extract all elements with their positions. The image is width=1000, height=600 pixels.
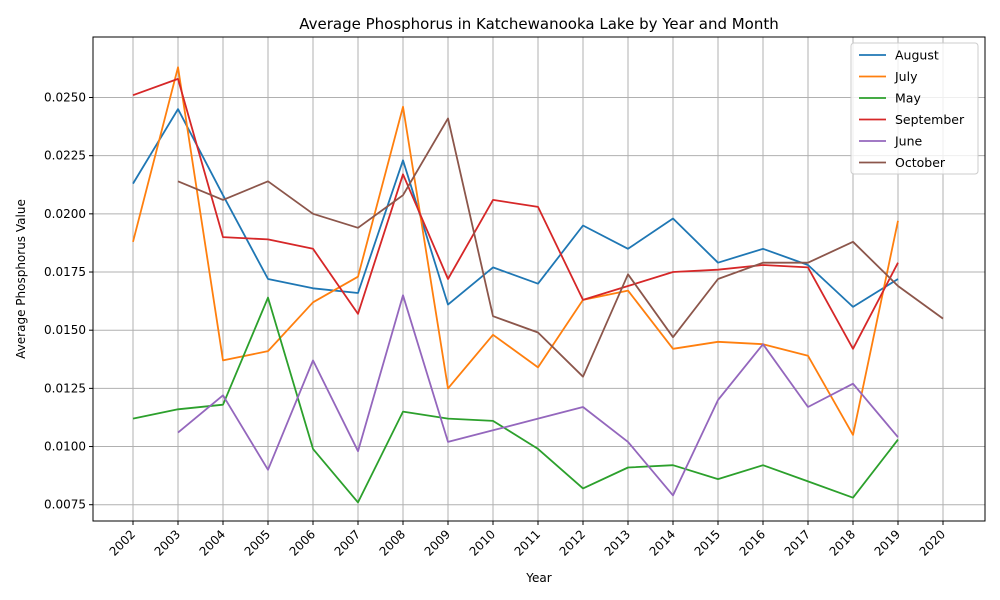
y-tick-label: 0.0200 [44, 207, 86, 221]
legend-entry: July [894, 69, 918, 84]
legend: August July May September June October [850, 42, 979, 175]
series-line-july [132, 66, 899, 436]
legend-entry: October [895, 155, 946, 170]
series-line-may [132, 296, 899, 504]
y-tick-label: 0.0100 [44, 440, 86, 454]
legend-entry: August [895, 48, 939, 63]
y-tick-label: 0.0150 [44, 323, 86, 337]
legend-entry: June [894, 134, 923, 149]
legend-entry: May [895, 91, 921, 106]
series-line-october [177, 117, 944, 378]
y-tick-label: 0.0175 [44, 265, 86, 279]
y-tick-label: 0.0250 [44, 91, 86, 105]
legend-entry: September [895, 112, 965, 127]
y-tick-label: 0.0125 [44, 381, 86, 395]
y-tick-label: 0.0225 [44, 149, 86, 163]
series-line-september [132, 78, 899, 350]
series-line-august [132, 108, 899, 308]
y-tick-label: 0.0075 [44, 498, 86, 512]
x-axis-label: Year [525, 571, 551, 585]
plot-frame [92, 36, 986, 522]
y-axis-label: Average Phosphorus Value [14, 199, 28, 359]
y-axis: 0.0075 0.0100 0.0125 0.0150 0.0175 0.0200 0.02… [44, 91, 93, 512]
chart-title: Average Phosphorus in Katchewanooka Lake… [299, 15, 779, 33]
series-line-june [177, 294, 899, 497]
series-layer [132, 66, 944, 504]
